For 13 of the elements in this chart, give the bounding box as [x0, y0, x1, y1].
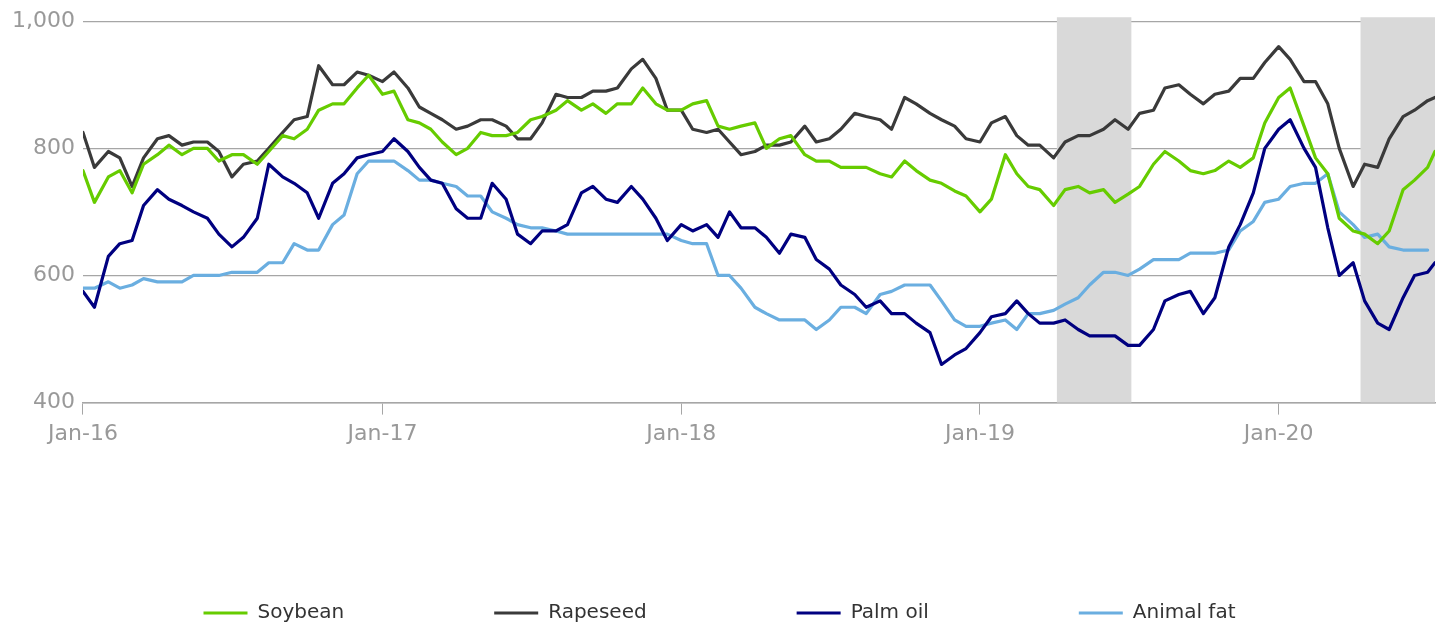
x-tick-label: Jan-19: [943, 419, 1015, 445]
x-tick-label: Jan-18: [644, 419, 717, 445]
legend-label: Soybean: [257, 599, 345, 624]
y-tick-label: 800: [32, 134, 75, 160]
legend-label: Palm oil: [850, 599, 929, 624]
x-tick-label: Jan-17: [345, 419, 418, 445]
y-tick-label: 1,000: [12, 6, 75, 32]
legend-label: Animal fat: [1132, 599, 1236, 624]
x-tick-label: Jan-20: [1241, 419, 1314, 445]
y-tick-label: 600: [32, 261, 75, 287]
y-tick-label: 400: [32, 388, 75, 414]
legend-label: Rapeseed: [548, 599, 647, 624]
x-tick-label: Jan-16: [46, 419, 118, 445]
